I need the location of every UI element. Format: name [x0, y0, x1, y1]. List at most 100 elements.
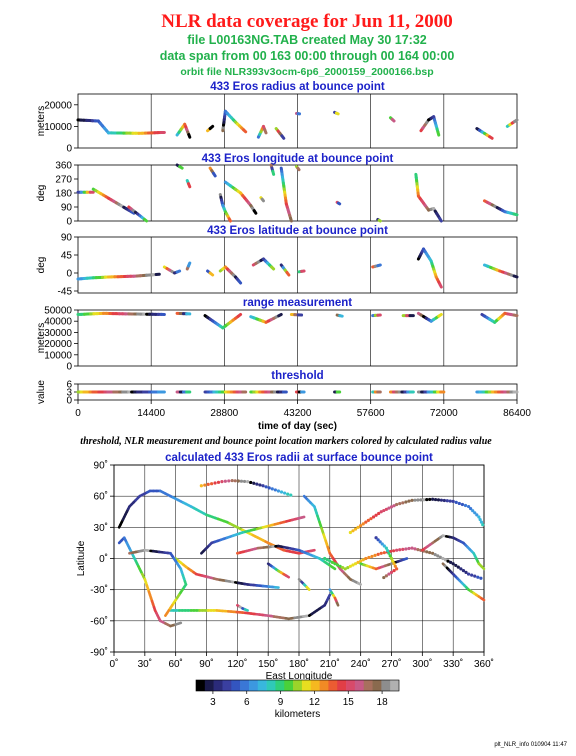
data-series-9 — [416, 311, 443, 323]
data-point — [460, 502, 465, 507]
data-point — [445, 499, 449, 503]
y-tick-label: 30000 — [44, 328, 72, 339]
data-segment — [176, 621, 183, 625]
data-point — [451, 562, 455, 566]
colorbar-tick-label: 12 — [309, 697, 321, 708]
data-point — [428, 550, 432, 555]
map-y-axis-label: Latitude — [76, 540, 87, 576]
data-point — [286, 492, 290, 496]
panel-2: 0 90 180 270 360 433 Eros longitude at bounce… — [36, 153, 519, 228]
data-point — [413, 547, 417, 551]
colorbar-swatch — [231, 680, 241, 691]
data-segment — [310, 548, 316, 553]
y-tick-label: 3 — [66, 388, 72, 399]
data-segment — [211, 171, 217, 178]
data-point — [431, 497, 435, 501]
data-segment — [334, 111, 340, 116]
data-series-10 — [419, 115, 441, 137]
data-point — [479, 520, 484, 524]
data-segment — [175, 269, 182, 274]
map-y-tick-label: 60˚ — [94, 491, 108, 503]
data-segment — [164, 611, 169, 617]
data-segment — [335, 601, 340, 607]
data-segment — [327, 593, 332, 599]
panel-title: 433 Eros latitude at bounce point — [207, 225, 388, 237]
data-point — [448, 499, 452, 503]
data-series-7 — [218, 193, 232, 223]
data-point — [392, 504, 396, 508]
data-series-1 — [200, 515, 306, 555]
span-line: data span from 00 163 00:00 through 00 1… — [160, 49, 455, 63]
data-series-9 — [259, 196, 265, 203]
data-point — [469, 507, 473, 511]
data-point — [457, 501, 461, 506]
data-series-11 — [279, 166, 293, 223]
data-point — [230, 478, 234, 483]
data-segment — [271, 169, 276, 176]
colorbar-swatch — [204, 680, 214, 691]
data-point — [392, 569, 396, 573]
map-frame — [113, 464, 485, 653]
data-point — [384, 546, 388, 550]
data-point — [216, 480, 221, 484]
map-x-tick-label: 360˚ — [474, 658, 494, 670]
colorbar-swatch — [257, 680, 267, 691]
data-point — [343, 567, 347, 571]
data-point — [330, 560, 335, 564]
data-point — [446, 559, 450, 563]
data-segment — [289, 216, 293, 223]
data-point — [382, 551, 386, 555]
data-point — [261, 484, 265, 488]
data-point — [479, 576, 483, 580]
colorbar-swatch — [240, 680, 250, 691]
data-point — [476, 575, 480, 579]
data-point — [276, 489, 281, 493]
data-point — [267, 486, 271, 490]
data-series-2 — [162, 265, 182, 275]
data-point — [379, 510, 383, 514]
data-segment — [331, 565, 337, 571]
data-point — [325, 558, 329, 562]
data-point — [404, 500, 408, 504]
data-segment — [252, 209, 258, 215]
data-point — [351, 563, 355, 567]
data-segment — [296, 166, 301, 172]
data-point — [391, 559, 395, 563]
data-point — [441, 556, 445, 561]
data-point — [374, 513, 378, 517]
data-point — [413, 498, 417, 502]
y-tick-label: 270 — [55, 175, 72, 186]
data-point — [451, 499, 455, 503]
colorbar-swatch — [372, 680, 382, 691]
colorbar-swatch — [196, 680, 206, 691]
data-series-2 — [91, 187, 136, 215]
map-data — [117, 478, 486, 628]
colorbar-swatch — [248, 680, 259, 691]
data-series-4 — [221, 109, 248, 134]
data-segment — [438, 217, 443, 223]
map-x-tick-label: 150˚ — [258, 658, 278, 670]
y-tick-label: 0 — [66, 396, 72, 407]
data-point — [333, 562, 337, 566]
data-segment — [284, 574, 291, 579]
data-series-9 — [371, 263, 382, 269]
data-series-8 — [333, 110, 340, 116]
y-tick-label: 6 — [66, 380, 72, 391]
data-point — [328, 559, 332, 563]
data-point — [431, 551, 435, 555]
data-point — [384, 507, 388, 511]
data-series-3 — [203, 312, 243, 330]
y-axis-label: meters — [36, 106, 47, 137]
data-point — [459, 567, 463, 571]
data-segment — [488, 135, 494, 140]
y-axis-label: deg — [36, 185, 47, 202]
data-segment — [437, 312, 443, 318]
x-axis-label: time of day (sec) — [258, 421, 337, 432]
map-y-tick-label: -90˚ — [90, 647, 108, 659]
data-point — [443, 558, 448, 562]
map-x-tick-label: 270˚ — [381, 658, 401, 670]
data-point — [346, 565, 350, 570]
data-segment — [390, 117, 396, 123]
data-series-1 — [76, 118, 166, 135]
data-series-7 — [279, 263, 291, 277]
